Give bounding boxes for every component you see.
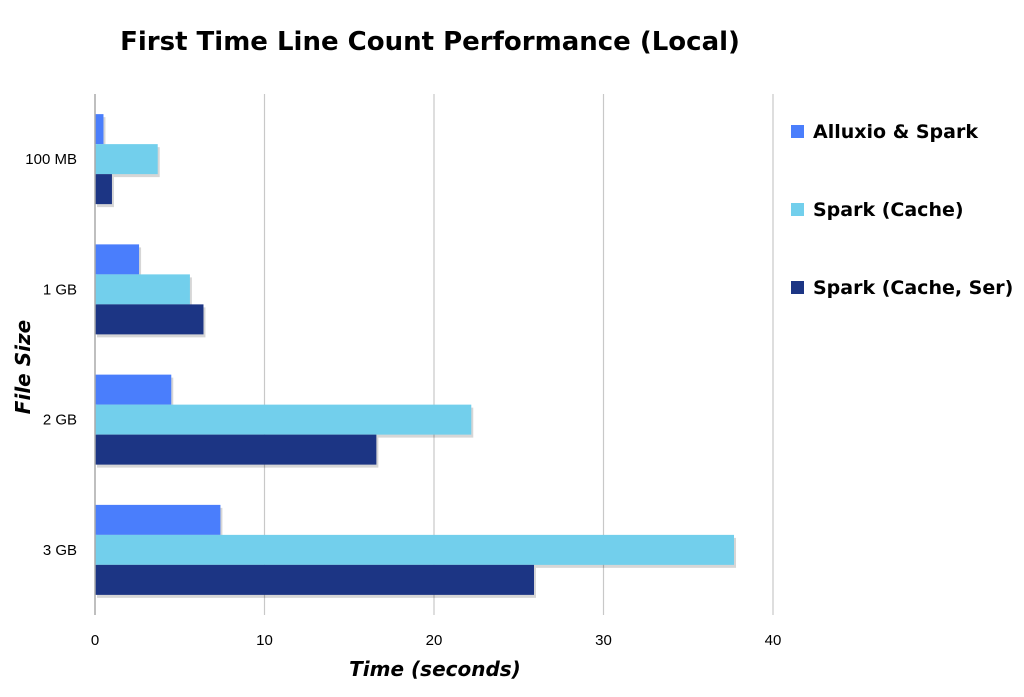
- x-axis-label: Time (seconds): [349, 657, 521, 681]
- bar: [95, 274, 190, 305]
- bar: [95, 404, 472, 435]
- gridlines: [263, 94, 774, 615]
- bar: [95, 174, 112, 205]
- legend-label: Spark (Cache, Ser): [813, 277, 1013, 299]
- bars: [95, 114, 737, 598]
- legend-swatch: [791, 281, 804, 294]
- x-tick-labels: 0 10 20 30 40: [91, 632, 782, 649]
- legend-label: Spark (Cache): [813, 199, 964, 221]
- x-tick-label: 20: [426, 632, 443, 649]
- y-axis-label: File Size: [11, 320, 35, 414]
- legend-swatch: [791, 125, 804, 138]
- bar: [95, 504, 221, 535]
- bar: [95, 564, 535, 595]
- x-tick-label: 30: [595, 632, 612, 649]
- bar: [95, 534, 735, 565]
- y-tick-label: 1 GB: [43, 281, 77, 298]
- y-tick-label: 2 GB: [43, 412, 77, 429]
- x-tick-label: 40: [765, 632, 782, 649]
- x-tick-label: 0: [91, 632, 99, 649]
- y-tick-label: 100 MB: [25, 151, 77, 168]
- bar: [95, 244, 140, 275]
- chart-title: First Time Line Count Performance (Local…: [120, 27, 740, 57]
- y-tick-label: 3 GB: [43, 542, 77, 559]
- bar: [95, 374, 172, 405]
- bar: [95, 144, 158, 175]
- bar: [95, 304, 204, 335]
- y-tick-labels: 100 MB 1 GB 2 GB 3 GB: [25, 151, 77, 559]
- bar: [95, 434, 377, 465]
- legend-swatch: [791, 203, 804, 216]
- legend: Alluxio & Spark Spark (Cache) Spark (Cache…: [791, 121, 1013, 299]
- bar: [95, 114, 104, 145]
- legend-label: Alluxio & Spark: [813, 121, 978, 143]
- x-tick-label: 10: [256, 632, 273, 649]
